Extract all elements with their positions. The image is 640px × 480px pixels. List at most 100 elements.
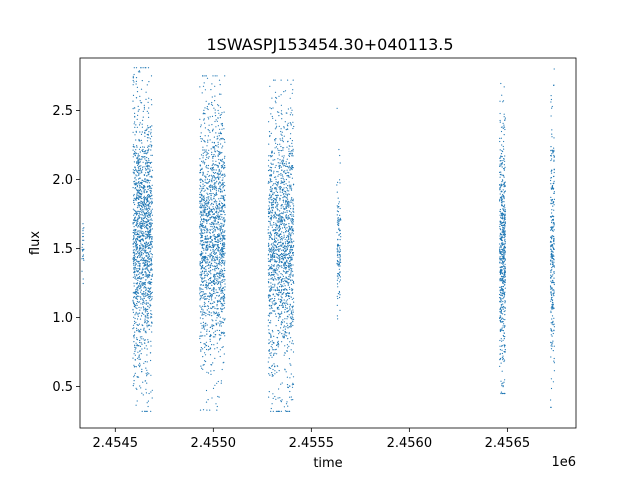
data-point bbox=[142, 394, 144, 396]
data-point bbox=[214, 155, 216, 157]
data-point bbox=[290, 208, 292, 210]
data-point bbox=[146, 140, 149, 142]
data-point bbox=[81, 270, 83, 272]
data-point bbox=[221, 191, 223, 193]
data-point bbox=[137, 71, 140, 73]
data-point bbox=[82, 230, 84, 232]
data-point bbox=[207, 167, 209, 169]
data-point bbox=[149, 317, 151, 319]
data-point bbox=[201, 327, 203, 329]
data-point bbox=[148, 81, 150, 83]
data-point bbox=[134, 146, 136, 148]
data-point bbox=[217, 155, 219, 157]
data-point bbox=[340, 261, 342, 263]
data-point bbox=[270, 167, 273, 169]
data-point bbox=[337, 249, 339, 251]
data-point bbox=[280, 112, 282, 114]
data-point bbox=[286, 311, 288, 313]
data-point bbox=[146, 137, 149, 139]
data-point bbox=[282, 199, 285, 201]
data-point bbox=[283, 263, 285, 265]
data-point bbox=[146, 234, 148, 236]
data-point bbox=[219, 204, 221, 206]
data-point bbox=[148, 161, 150, 163]
data-point bbox=[221, 152, 223, 154]
data-point bbox=[210, 312, 212, 314]
data-point bbox=[220, 281, 222, 283]
data-point bbox=[145, 303, 147, 305]
data-point bbox=[289, 201, 291, 204]
data-point bbox=[220, 382, 222, 384]
data-point bbox=[223, 296, 225, 298]
data-point bbox=[291, 201, 293, 203]
data-point bbox=[144, 156, 146, 158]
data-point bbox=[143, 293, 145, 295]
data-point bbox=[285, 264, 288, 267]
data-point bbox=[135, 263, 138, 265]
data-point bbox=[224, 260, 226, 262]
data-point bbox=[270, 255, 272, 257]
data-point bbox=[290, 279, 292, 281]
data-point bbox=[141, 343, 143, 345]
data-point bbox=[149, 303, 151, 305]
data-point bbox=[211, 202, 213, 204]
data-point bbox=[290, 250, 292, 252]
data-point bbox=[501, 184, 503, 186]
data-point bbox=[269, 107, 271, 109]
data-point bbox=[203, 197, 206, 199]
data-point bbox=[207, 345, 210, 347]
data-point bbox=[503, 192, 505, 194]
data-point bbox=[147, 212, 149, 215]
data-point bbox=[148, 238, 150, 240]
data-point bbox=[218, 315, 220, 317]
data-point bbox=[271, 340, 273, 342]
data-point bbox=[208, 282, 210, 284]
data-point bbox=[286, 124, 288, 126]
data-point bbox=[134, 188, 136, 190]
data-point bbox=[221, 272, 223, 274]
data-point bbox=[219, 117, 221, 119]
data-point bbox=[279, 221, 281, 223]
data-point bbox=[144, 311, 146, 313]
data-point bbox=[150, 310, 152, 312]
data-point bbox=[222, 303, 224, 305]
data-point bbox=[289, 122, 291, 124]
data-point bbox=[217, 278, 219, 280]
data-point bbox=[291, 316, 293, 318]
data-point bbox=[290, 240, 292, 242]
data-point bbox=[276, 233, 278, 235]
data-point bbox=[283, 283, 285, 285]
data-point bbox=[144, 268, 146, 270]
data-point bbox=[207, 287, 209, 289]
data-point bbox=[290, 245, 292, 247]
data-point bbox=[336, 315, 338, 317]
data-point bbox=[214, 120, 216, 123]
data-point bbox=[134, 213, 136, 215]
data-point bbox=[293, 282, 295, 284]
data-point bbox=[268, 208, 270, 210]
data-point bbox=[133, 73, 135, 76]
data-point bbox=[288, 237, 290, 239]
data-point bbox=[142, 235, 144, 237]
data-point bbox=[276, 185, 278, 187]
data-point bbox=[205, 266, 207, 268]
data-point bbox=[202, 173, 204, 175]
data-point bbox=[213, 197, 215, 199]
data-point bbox=[211, 181, 213, 183]
data-point bbox=[280, 223, 283, 226]
data-point bbox=[146, 198, 148, 200]
data-point bbox=[503, 148, 505, 150]
data-point bbox=[290, 296, 292, 298]
data-point bbox=[214, 182, 216, 184]
data-point bbox=[222, 236, 224, 238]
data-point bbox=[270, 341, 272, 343]
data-point bbox=[134, 170, 136, 172]
data-point bbox=[208, 208, 211, 210]
data-point bbox=[214, 216, 216, 218]
data-point bbox=[338, 262, 340, 264]
data-point bbox=[214, 220, 217, 222]
data-point bbox=[275, 252, 277, 254]
data-point bbox=[338, 263, 340, 266]
data-point bbox=[284, 196, 286, 198]
data-point bbox=[272, 375, 274, 377]
